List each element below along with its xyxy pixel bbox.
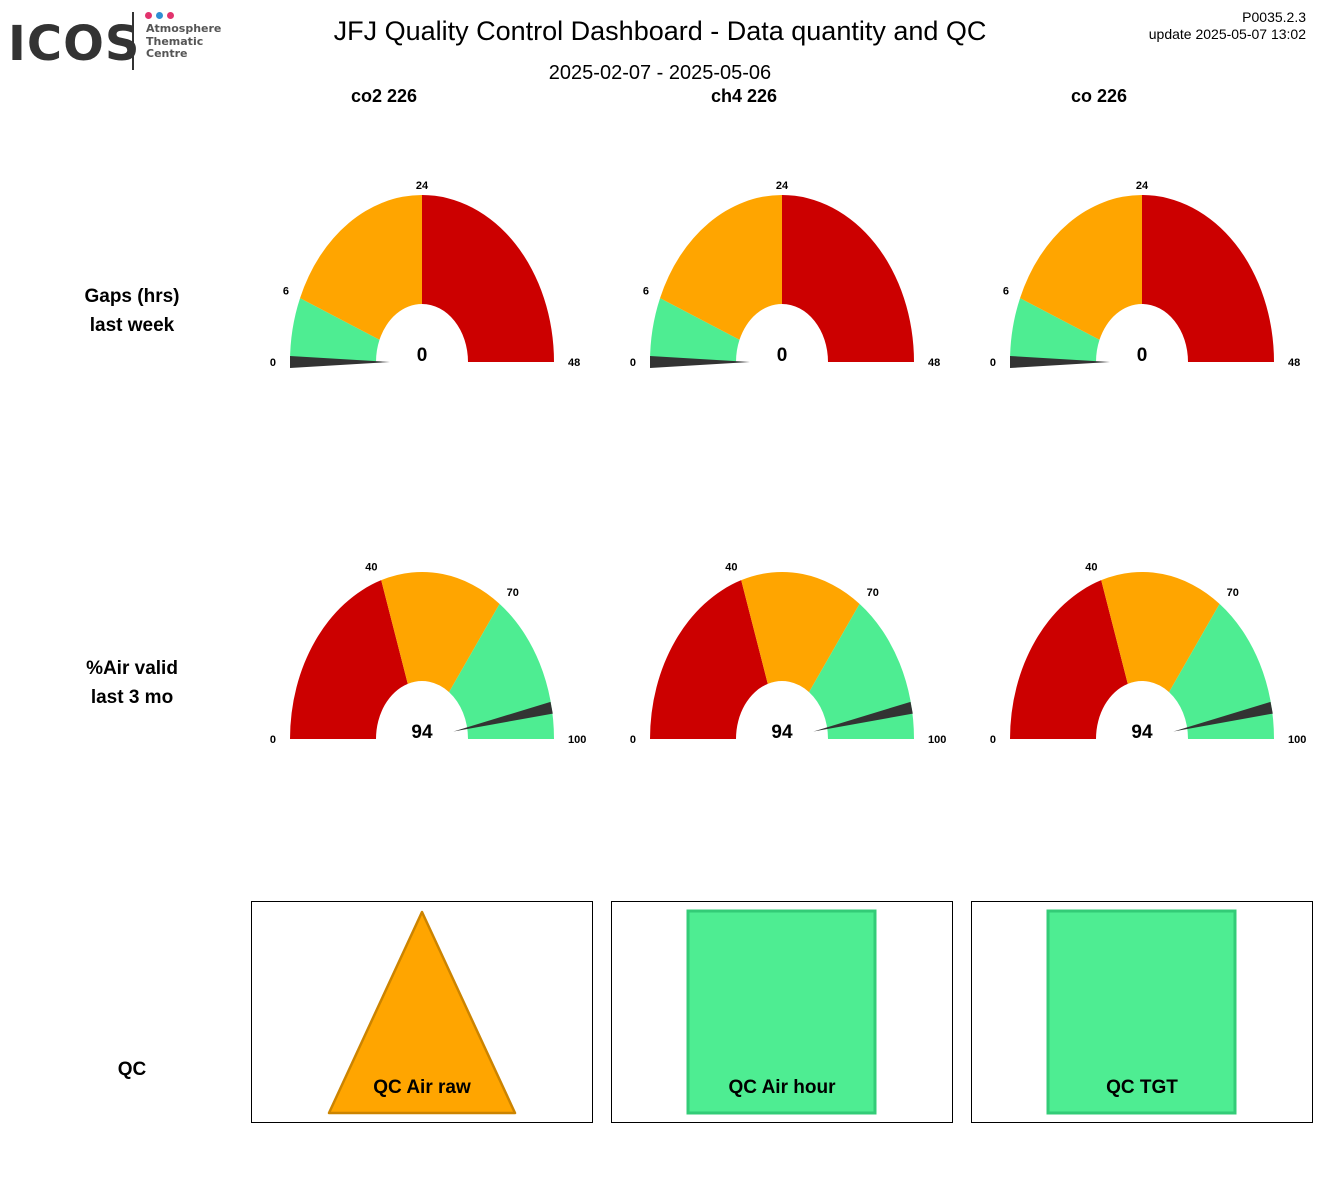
qc-panel: QC Air hour [611,901,953,1123]
gauge-band-red [422,195,554,362]
gauge-tick-label: 70 [1227,587,1239,599]
gauge-air-valid-ch4: 0 40 70 100 94 [630,562,946,746]
gauge-band-green [650,298,740,362]
gauge-tick-label: 24 [416,180,429,192]
gauge-value: 94 [411,722,433,743]
gauge-band-red [782,195,914,362]
gauge-band-red [650,580,768,739]
gauge-value: 0 [777,345,788,366]
gauge-band-orange [660,195,782,340]
logo-wordmark: ICOS [8,16,141,72]
version-info: P0035.2.3 update 2025-05-07 13:02 [1149,9,1306,43]
date-range: 2025-02-07 - 2025-05-06 [548,62,772,84]
icos-logo: ICOS Atmosphere Thematic Centre [8,10,228,72]
gauge-band-red [290,580,408,739]
gauge-tick-label: 48 [1288,357,1300,369]
gauge-band-green [1169,603,1274,739]
column-header-co2: co2 226 [350,86,418,106]
gauge-band-orange [381,572,500,693]
qc-tgt-indicator: QC TGT [1046,909,1237,1115]
logo-line: Atmosphere [146,22,222,35]
qc-label: QC Air raw [373,1077,471,1098]
row-label-line: last week [89,315,175,336]
gauge-value: 94 [771,722,793,743]
gauge-value: 0 [417,345,428,366]
gauge-tick-label: 24 [776,180,789,192]
gauge-band-green [809,603,914,739]
row-label-gaps: Gaps (hrs) last week [32,282,232,340]
qc-triangle-shape [327,910,517,1115]
dashboard-title: JFJ Quality Control Dashboard - Data qua… [333,16,987,46]
logo-line: Centre [146,47,188,60]
qc-square-shape [1046,909,1237,1115]
gauge-tick-label: 0 [990,734,996,746]
gauge-tick-label: 48 [568,357,580,369]
gauge-band-orange [741,572,860,693]
qc-air-raw-indicator: QC Air raw [327,910,517,1115]
gauge-needle [1173,701,1273,732]
gauge-tick-label: 6 [643,285,649,297]
logo-dots [145,12,185,21]
gauge-band-orange [300,195,422,340]
gauge-tick-label: 40 [725,562,737,574]
gauge-needle [1010,356,1110,368]
gauge-value: 0 [1137,345,1148,366]
gauge-gaps-co2: 0 6 24 48 0 [270,180,580,369]
column-header-co: co 226 [1070,86,1128,106]
gauge-band-green [290,298,380,362]
gauge-gaps-co: 0 6 24 48 0 [990,180,1300,369]
gauge-tick-label: 0 [990,357,996,369]
gauge-needle [453,701,553,732]
qc-air-hour-indicator: QC Air hour [686,909,877,1115]
gauge-gaps-ch4: 0 6 24 48 0 [630,180,940,369]
gauge-tick-label: 6 [1003,285,1009,297]
gauge-air-valid-co: 0 40 70 100 94 [990,562,1306,746]
qc-panel: QC Air raw [251,901,593,1123]
qc-panel: QC TGT [971,901,1313,1123]
column-header-ch4: ch4 226 [710,86,778,106]
gauge-tick-label: 48 [928,357,940,369]
gauge-value: 94 [1131,722,1153,743]
gauge-band-green [1010,298,1100,362]
qc-label: QC TGT [1106,1077,1178,1098]
version-number: P0035.2.3 [1242,9,1306,25]
gauge-tick-label: 0 [270,357,276,369]
update-timestamp: update 2025-05-07 13:02 [1148,26,1306,42]
gauge-tick-label: 100 [1288,734,1306,746]
gauge-tick-label: 0 [630,734,636,746]
gauge-tick-label: 70 [507,587,519,599]
row-label-line: %Air valid [86,658,178,679]
gauge-needle [813,701,913,732]
gauge-tick-label: 24 [1136,180,1149,192]
qc-square-shape [686,909,877,1115]
row-label-line: Gaps (hrs) [84,286,180,307]
gauge-tick-label: 100 [928,734,946,746]
gauge-tick-label: 0 [630,357,636,369]
logo-line: Thematic [146,34,204,48]
gauge-needle [650,356,750,368]
qc-label: QC Air hour [729,1077,837,1098]
gauge-band-orange [1101,572,1220,693]
gauge-tick-label: 6 [283,285,289,297]
gauge-needle [290,356,390,368]
gauge-tick-label: 0 [270,734,276,746]
logo-dot [156,12,163,19]
gauge-band-green [449,603,554,739]
gauge-air-valid-co2: 0 40 70 100 94 [270,562,586,746]
gauge-band-orange [1020,195,1142,340]
gauge-band-red [1010,580,1128,739]
logo-dot [167,12,174,19]
gauge-tick-label: 40 [365,562,377,574]
row-label-line: last 3 mo [90,687,174,708]
logo-divider [132,12,134,70]
logo-subtitle: Atmosphere Thematic Centre [146,22,222,61]
row-label-air-valid: %Air valid last 3 mo [32,654,232,712]
gauge-tick-label: 70 [867,587,879,599]
gauge-tick-label: 40 [1085,562,1097,574]
gauge-tick-label: 100 [568,734,586,746]
gauge-band-red [1142,195,1274,362]
logo-dot [145,12,152,19]
row-label-qc: QC [117,1059,147,1080]
